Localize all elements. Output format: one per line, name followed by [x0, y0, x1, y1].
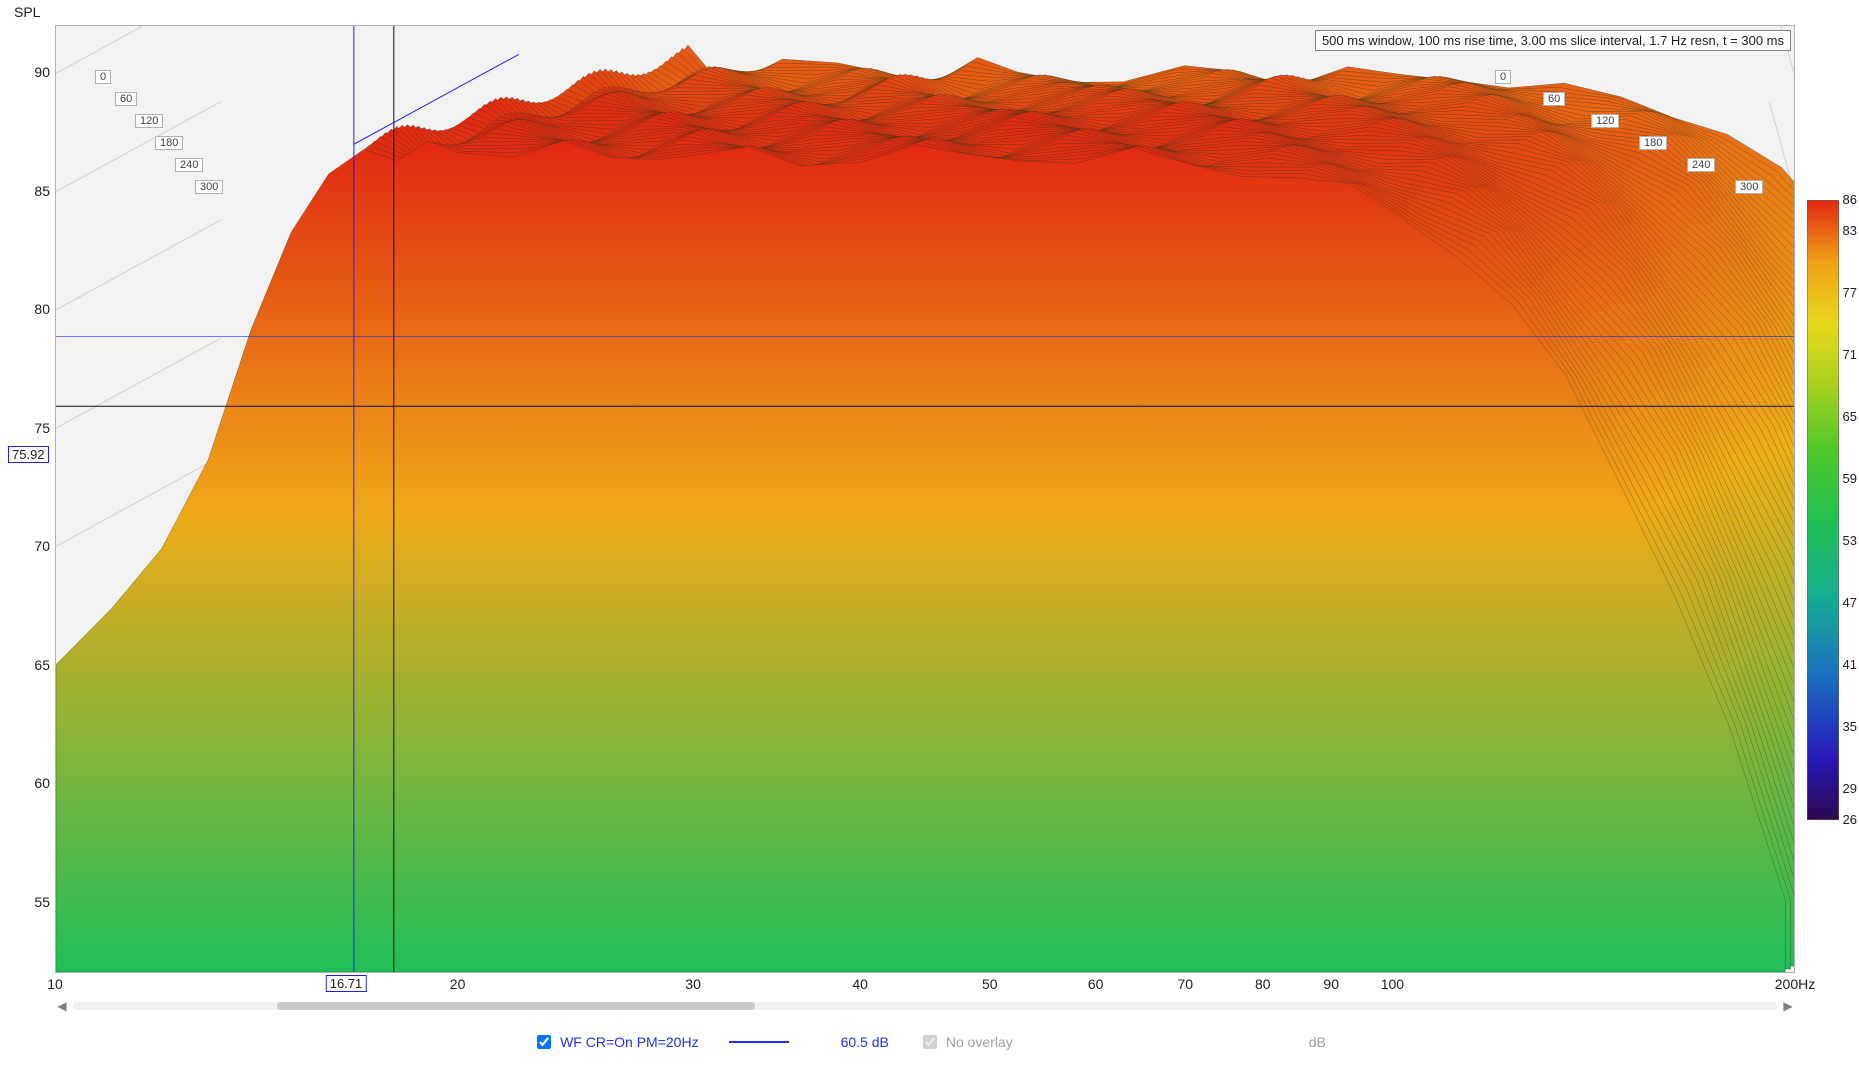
legend-trace-2-checkbox[interactable]	[923, 1035, 937, 1049]
colorbar-tick: 65	[1843, 409, 1857, 424]
legend-trace-2[interactable]: No overlay	[919, 1032, 1013, 1052]
horizontal-scrollbar[interactable]: ◀ ▶	[55, 998, 1795, 1014]
scroll-track[interactable]	[73, 1002, 1777, 1010]
y-tick: 70	[20, 538, 50, 554]
time-tick-left: 240	[175, 158, 203, 172]
y-tick: 55	[20, 894, 50, 910]
x-tick: 200Hz	[1775, 976, 1815, 992]
colorbar-tick: 35	[1843, 719, 1857, 734]
x-tick: 50	[982, 976, 998, 992]
time-tick-left: 120	[135, 114, 163, 128]
cursor-y-readout: 75.92	[8, 446, 49, 463]
x-tick: 60	[1088, 976, 1104, 992]
x-tick: 40	[852, 976, 868, 992]
scroll-right-icon[interactable]: ▶	[1781, 999, 1795, 1013]
colorbar-tick: 53	[1843, 533, 1857, 548]
colorbar-tick: 77	[1843, 285, 1857, 300]
x-tick: 90	[1323, 976, 1339, 992]
colorbar-tick: 26	[1843, 812, 1857, 827]
legend-bar: WF CR=On PM=20Hz 60.5 dB No overlay dB	[0, 1024, 1859, 1060]
y-tick: 75	[20, 420, 50, 436]
colorbar-tick: 59	[1843, 471, 1857, 486]
colorbar-tick: 41	[1843, 657, 1857, 672]
time-tick-left: 60	[115, 92, 137, 106]
x-tick: 70	[1177, 976, 1193, 992]
x-tick: 30	[685, 976, 701, 992]
colorbar-tick: 83	[1843, 223, 1857, 238]
y-tick: 90	[20, 64, 50, 80]
scroll-thumb[interactable]	[277, 1002, 754, 1010]
legend-trace-1-label: WF CR=On PM=20Hz	[560, 1034, 698, 1050]
x-tick: 80	[1255, 976, 1271, 992]
legend-trace-1[interactable]: WF CR=On PM=20Hz	[533, 1032, 698, 1052]
time-tick-left: 180	[155, 136, 183, 150]
y-tick: 85	[20, 183, 50, 199]
time-tick-right: 60	[1543, 92, 1565, 106]
waterfall-surface	[56, 26, 1794, 972]
colorbar-tick: 47	[1843, 595, 1857, 610]
time-tick-right: 300	[1735, 180, 1763, 194]
legend-trace-1-value: 60.5 dB	[841, 1034, 889, 1050]
time-tick-left: 0	[95, 70, 111, 84]
time-tick-right: 0	[1495, 70, 1511, 84]
waterfall-plot[interactable]	[55, 25, 1795, 973]
cursor-x-readout: 16.71	[326, 975, 367, 992]
legend-trace-1-line: 60.5 dB	[729, 1034, 889, 1050]
time-tick-right: 120	[1591, 114, 1619, 128]
y-tick: 65	[20, 657, 50, 673]
time-tick-right: 240	[1687, 158, 1715, 172]
colorbar	[1807, 200, 1839, 820]
y-tick: 80	[20, 301, 50, 317]
x-tick: 10	[47, 976, 63, 992]
legend-trace-2-value-group: dB	[1043, 1034, 1326, 1050]
legend-trace-1-checkbox[interactable]	[537, 1035, 551, 1049]
x-tick: 100	[1381, 976, 1404, 992]
scroll-left-icon[interactable]: ◀	[55, 999, 69, 1013]
legend-trace-2-value: dB	[1309, 1034, 1326, 1050]
time-tick-right: 180	[1639, 136, 1667, 150]
x-tick: 20	[450, 976, 466, 992]
y-tick: 60	[20, 775, 50, 791]
time-tick-left: 300	[195, 180, 223, 194]
plot-info-text: 500 ms window, 100 ms rise time, 3.00 ms…	[1315, 30, 1791, 51]
colorbar-tick: 71	[1843, 347, 1857, 362]
colorbar-tick: 29	[1843, 781, 1857, 796]
legend-line-swatch	[729, 1041, 789, 1043]
spl-axis-label: SPL	[14, 4, 40, 20]
colorbar-tick: 86	[1843, 192, 1857, 207]
legend-trace-2-label: No overlay	[946, 1034, 1013, 1050]
